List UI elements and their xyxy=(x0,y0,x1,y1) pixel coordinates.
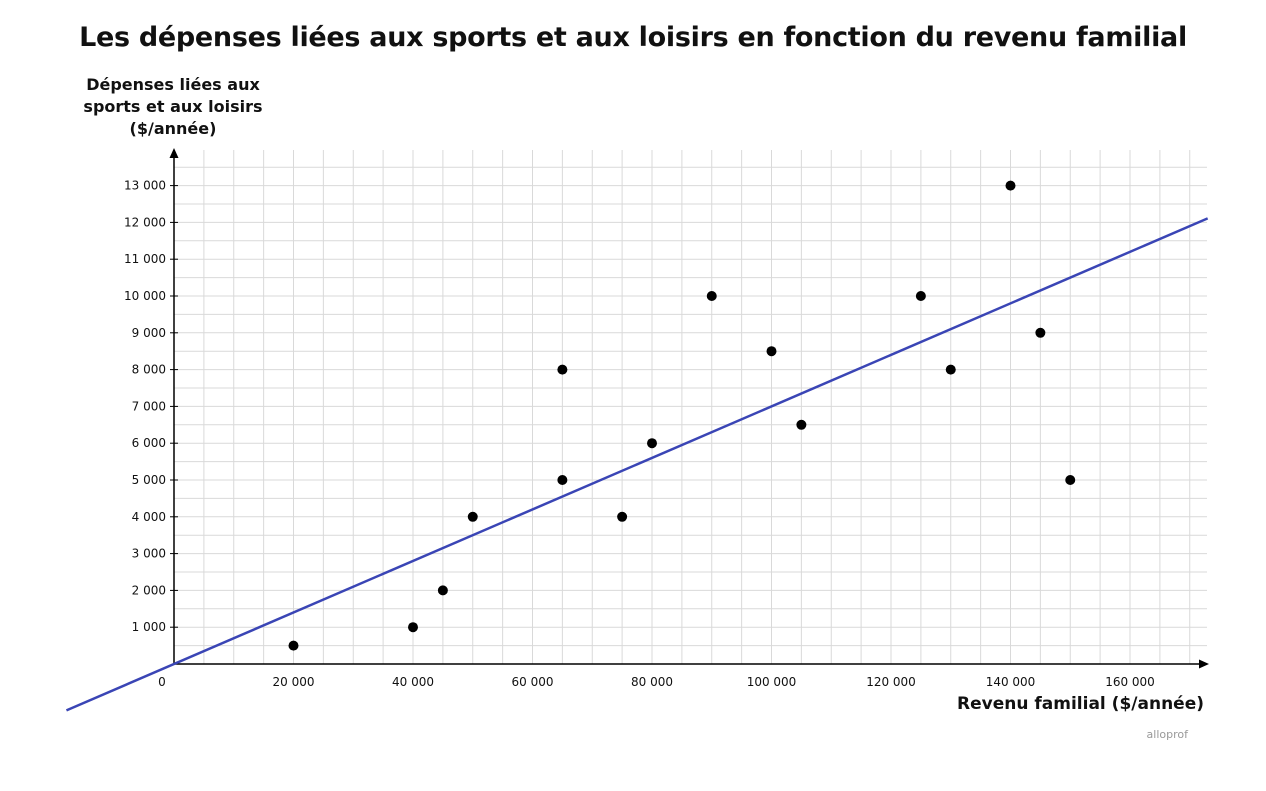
x-tick-label: 160 000 xyxy=(1105,675,1155,689)
data-point xyxy=(467,511,478,522)
grid xyxy=(174,150,1207,664)
data-point xyxy=(437,585,448,596)
data-point xyxy=(706,291,717,301)
data-point xyxy=(766,346,777,357)
data-point xyxy=(647,438,657,449)
y-tick-label: 10 000 xyxy=(124,289,166,303)
data-point xyxy=(945,364,956,375)
y-tick-label: 13 000 xyxy=(124,179,166,193)
x-tick-label: 120 000 xyxy=(866,675,916,689)
y-tick-label: 1 000 xyxy=(132,620,166,634)
x-tick-label: 80 000 xyxy=(631,675,673,689)
data-point xyxy=(1035,327,1046,338)
x-tick-label: 140 000 xyxy=(986,675,1036,689)
y-tick-label: 5 000 xyxy=(132,473,166,487)
data-point xyxy=(1065,475,1076,485)
y-tick-label: 3 000 xyxy=(132,547,166,561)
trend-line xyxy=(65,217,1209,712)
data-point xyxy=(557,475,568,485)
tick-labels: 0 20 000 40 000 60 000 80 000 100 000 120 000 1… xyxy=(124,179,1155,689)
y-axis-label: Dépenses liées aux sports et aux loisirs… xyxy=(83,75,263,138)
data-point xyxy=(408,622,418,633)
data-point xyxy=(796,419,807,430)
y-tick-label: 9 000 xyxy=(132,326,166,340)
x-tick-label: 40 000 xyxy=(392,675,434,689)
y-tick-label: 11 000 xyxy=(124,252,166,266)
data-point xyxy=(915,291,926,301)
x-axis-label: Revenu familial ($/année) xyxy=(957,694,1204,714)
x-tick-label: 20 000 xyxy=(273,675,315,689)
data-point xyxy=(1005,180,1016,191)
data-point xyxy=(288,640,299,651)
trend-line-group xyxy=(65,217,1209,712)
x-tick-label: 0 xyxy=(158,675,166,689)
data-points xyxy=(288,180,1076,651)
y-tick-label: 7 000 xyxy=(132,399,166,413)
x-axis-arrow xyxy=(1199,659,1209,669)
axes xyxy=(169,148,1209,669)
y-tick-label: 4 000 xyxy=(132,510,166,524)
y-tick-label: 12 000 xyxy=(124,215,166,229)
x-tick-label: 60 000 xyxy=(512,675,554,689)
chart-title: Les dépenses liées aux sports et aux loi… xyxy=(79,22,1187,53)
y-tick-label: 8 000 xyxy=(132,363,166,377)
y-tick-label: 6 000 xyxy=(132,436,166,450)
y-axis-arrow xyxy=(169,148,179,158)
data-point xyxy=(617,511,628,522)
x-tick-label: 100 000 xyxy=(747,675,797,689)
data-point xyxy=(557,364,568,375)
brand-logo-text: alloprof xyxy=(1146,728,1188,741)
y-tick-label: 2 000 xyxy=(132,583,166,597)
